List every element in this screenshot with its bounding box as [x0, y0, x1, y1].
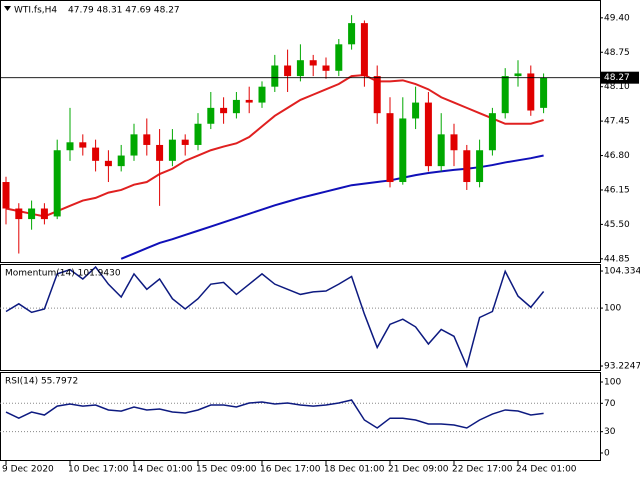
candle-body — [79, 142, 87, 148]
candle-body — [156, 144, 164, 161]
y-tick-label: 104.3346 — [604, 267, 640, 277]
candle-body — [373, 76, 381, 114]
candle-body — [501, 76, 509, 114]
candle-body — [348, 23, 356, 45]
candle-body — [181, 139, 189, 145]
y-tick-label: 44.85 — [604, 254, 630, 264]
candle-body — [207, 107, 215, 124]
candle-body — [15, 208, 23, 220]
y-tick-label: 46.80 — [604, 151, 630, 161]
y-tick-label: 46.15 — [604, 185, 630, 195]
pane-plot — [0, 265, 600, 369]
candle-body — [168, 139, 176, 161]
candle-body — [360, 23, 368, 77]
symbol-title: WTI.fs,H4 — [14, 6, 57, 16]
candle-body — [540, 77, 548, 108]
candle-body — [143, 134, 151, 145]
candle-body — [92, 147, 100, 161]
main-pane — [0, 0, 601, 263]
candle-body — [284, 65, 292, 77]
candle-body — [450, 134, 458, 151]
candle-body — [488, 113, 496, 151]
candle-body — [66, 142, 74, 151]
candle-body — [245, 99, 253, 103]
candle-body — [527, 73, 535, 111]
y-tick-label: 48.10 — [604, 82, 630, 92]
candle-body — [463, 150, 471, 183]
candle-body — [437, 134, 445, 167]
candle-body — [424, 102, 432, 167]
candle-body — [28, 208, 36, 220]
candle-body — [309, 60, 317, 66]
candle-body — [258, 86, 266, 103]
candle-body — [130, 134, 138, 156]
candle-body — [296, 60, 304, 77]
candle-body — [412, 102, 420, 119]
x-tick-label: 21 Dec 09:00 — [388, 465, 449, 475]
y-tick-label: 93.2247 — [604, 362, 640, 372]
candle-body — [104, 160, 112, 167]
y-tick-label: 30 — [604, 427, 616, 437]
candle-body — [220, 107, 228, 114]
candle-body — [40, 208, 48, 220]
candle-body — [53, 150, 61, 217]
indicator-line — [120, 154, 544, 260]
y-tick-label: 47.45 — [604, 117, 630, 127]
candle-body — [271, 65, 279, 87]
x-tick-label: 24 Dec 01:00 — [516, 465, 577, 475]
x-tick-label: 10 Dec 17:00 — [68, 465, 129, 475]
x-tick-label: 9 Dec 2020 — [2, 465, 54, 475]
x-tick-label: 14 Dec 01:00 — [132, 465, 193, 475]
candle-body — [194, 123, 202, 145]
ohlc-values: 47.79 48.31 47.69 48.27 — [68, 6, 180, 16]
x-tick-label: 18 Dec 01:00 — [324, 465, 385, 475]
y-tick-label: 100 — [604, 378, 621, 388]
pane-plot — [2, 15, 548, 260]
pane-plot — [0, 399, 600, 433]
y-tick-label: 70 — [604, 399, 616, 409]
indicator-line — [5, 399, 544, 429]
last-price-box — [601, 71, 639, 84]
indicator-title: Momentum(14) 101.9430 — [5, 269, 121, 279]
candle-body — [335, 44, 343, 71]
x-tick-label: 16 Dec 17:00 — [260, 465, 321, 475]
x-tick-label: 22 Dec 17:00 — [452, 465, 513, 475]
candle-body — [322, 65, 330, 71]
y-tick-label: 100 — [604, 304, 621, 314]
y-tick-label: 49.40 — [604, 13, 630, 23]
candle-body — [117, 155, 125, 167]
momentum-pane — [0, 264, 601, 371]
y-tick-label: 45.50 — [604, 220, 630, 230]
x-tick-label: 15 Dec 09:00 — [196, 465, 257, 475]
candle-body — [476, 150, 484, 183]
y-tick-label: 0 — [604, 448, 610, 458]
y-tick-label: 48.75 — [604, 48, 630, 58]
indicator-line — [5, 265, 545, 369]
candle-body — [2, 182, 10, 209]
indicator-line — [5, 74, 544, 218]
dropdown-icon[interactable] — [4, 6, 11, 11]
last-price-label: 48.27 — [604, 73, 630, 83]
candle-body — [514, 73, 522, 77]
candle-body — [232, 99, 240, 114]
indicator-title: RSI(14) 55.7972 — [5, 377, 78, 387]
candle-body — [386, 113, 394, 183]
rsi-pane — [0, 372, 601, 461]
candle-body — [399, 118, 407, 183]
